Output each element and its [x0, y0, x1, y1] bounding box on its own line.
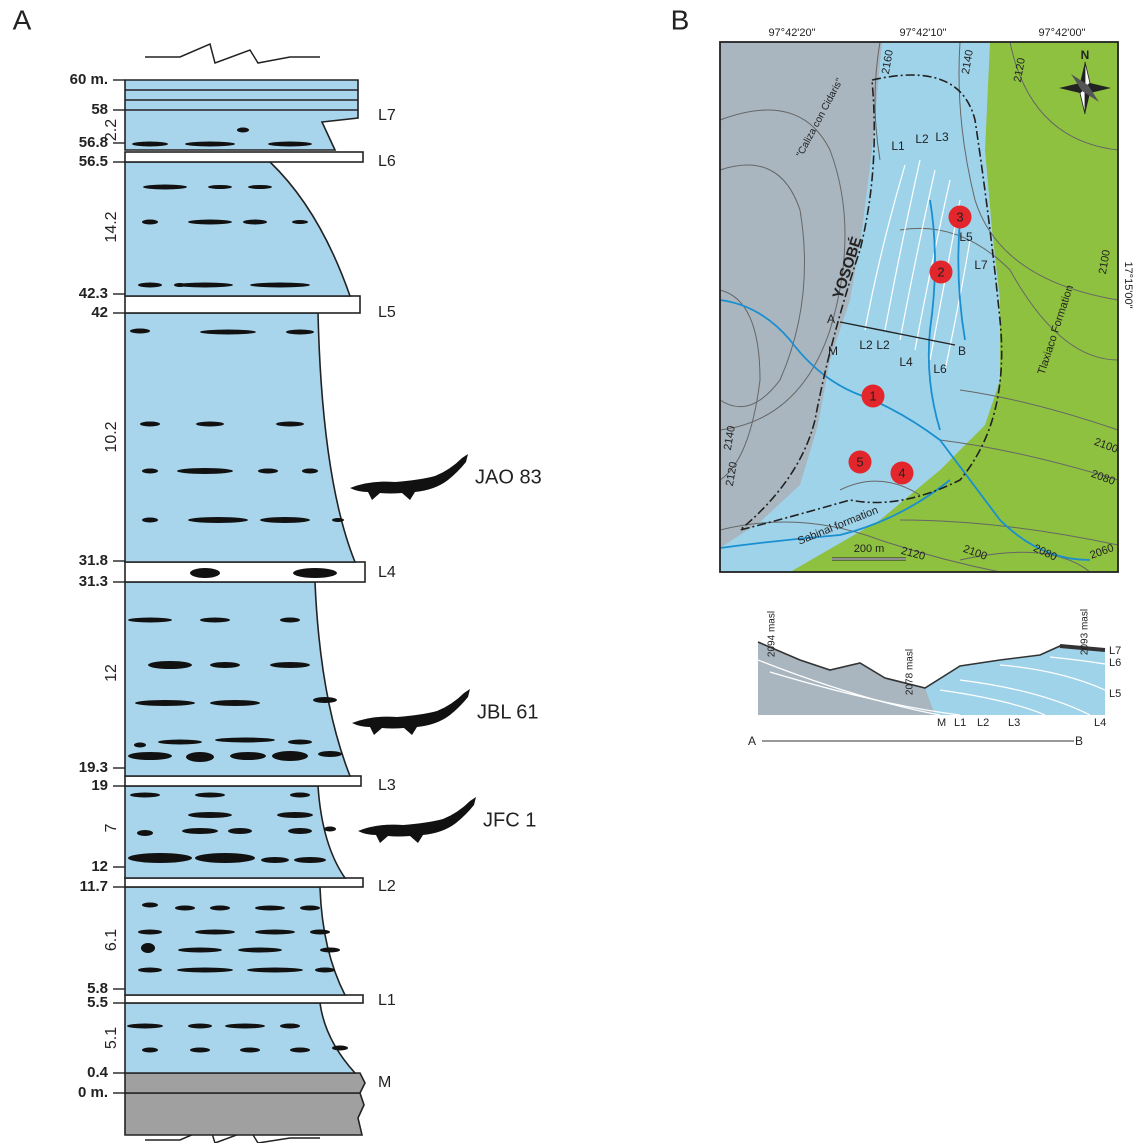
layer-label: L4	[378, 564, 396, 581]
section-layer: L7	[1109, 645, 1121, 657]
section-layer: L4	[1094, 717, 1106, 729]
map-label: L2	[859, 338, 873, 352]
thickness-label: 7	[103, 823, 120, 832]
reptile-silhouette	[352, 689, 470, 735]
unit	[125, 162, 350, 296]
section-layer: L2	[977, 717, 989, 729]
layer-label: L5	[378, 304, 396, 321]
depth-label: 19.3	[79, 759, 108, 776]
layer-label: L1	[378, 992, 396, 1009]
marker-bed	[125, 995, 363, 1003]
longitude: 97°42'10"	[899, 27, 946, 39]
site-label: 4	[898, 465, 905, 480]
depth-label: 60 m.	[70, 71, 108, 88]
map-label: B	[958, 344, 966, 358]
depth-label: 0 m.	[78, 1084, 108, 1101]
specimen-label: JFC 1	[483, 809, 536, 831]
figure: AB60 m.5856.856.542.34231.831.319.319121…	[0, 0, 1138, 1143]
depth-label: 12	[91, 858, 108, 875]
depth-label: 11.7	[80, 878, 108, 895]
map-label: L6	[933, 362, 947, 376]
section-layer: L1	[954, 717, 966, 729]
unit	[125, 887, 345, 995]
layer-label: L6	[378, 153, 396, 170]
page: {"panel_a": {"label": "A", "depths": ["6…	[0, 0, 1138, 1143]
section-height: 2093 masl	[1080, 609, 1091, 655]
layer-label: L2	[378, 878, 396, 895]
depth-label: 31.3	[79, 573, 108, 590]
thickness-label: 2.2	[103, 119, 120, 141]
marker-bed	[125, 296, 360, 313]
marker-bed	[125, 152, 363, 162]
section-end: A	[748, 734, 756, 748]
panel-label: B	[671, 4, 690, 35]
layer-label: L3	[378, 777, 396, 794]
panel-label: A	[13, 4, 32, 35]
specimen-label: JBL 61	[477, 701, 539, 723]
map-label: L2	[876, 338, 890, 352]
unit	[125, 313, 355, 562]
layer-m	[125, 1073, 365, 1093]
specimen-label: JAO 83	[475, 466, 542, 488]
map-label: L2	[915, 132, 929, 146]
depth-label: 56.5	[79, 153, 108, 170]
map-label: L5	[959, 230, 973, 244]
break-symbol	[145, 44, 320, 63]
map-label: M	[828, 344, 838, 358]
map-label: A	[827, 312, 835, 326]
thickness-label: 6.1	[103, 929, 120, 951]
map-label: L3	[935, 130, 949, 144]
site-label: 1	[869, 388, 876, 403]
depth-label: 5.5	[87, 994, 108, 1011]
thickness-label: 12	[103, 664, 120, 682]
thickness-label: 14.2	[103, 211, 120, 242]
marker-bed	[125, 878, 363, 887]
map-label: L1	[891, 139, 905, 153]
section-height: 2094 masl	[767, 611, 778, 657]
section-layer: L3	[1008, 717, 1020, 729]
section-layer: L5	[1109, 688, 1121, 700]
reptile-silhouette	[350, 454, 468, 500]
map-label: L4	[899, 355, 913, 369]
layer-label: L7	[378, 107, 396, 124]
depth-label: 19	[91, 777, 108, 794]
depth-label: 31.8	[79, 552, 108, 569]
depth-label: 0.4	[87, 1064, 109, 1081]
map-label: L7	[974, 258, 988, 272]
section-layer: M	[937, 717, 946, 729]
specimen-silhouettes	[350, 454, 476, 843]
reptile-silhouette	[358, 797, 476, 843]
thickness-label: 5.1	[103, 1027, 120, 1049]
section-height: 2078 masl	[905, 649, 916, 695]
latitude: 17°15'00"	[1122, 261, 1134, 308]
longitude: 97°42'00"	[1038, 27, 1085, 39]
site-label: 3	[956, 209, 963, 224]
site-label: 2	[937, 264, 944, 279]
strat-column	[125, 44, 365, 1143]
section-end: B	[1075, 734, 1083, 748]
thickness-label: 10.2	[103, 421, 120, 452]
unit	[125, 1003, 355, 1073]
scale-label: 200 m	[854, 543, 885, 555]
depth-label: 42	[91, 304, 108, 321]
base-rock	[125, 1093, 364, 1135]
north: N	[1081, 48, 1090, 62]
marker-bed	[125, 776, 361, 786]
depth-label: 58	[91, 101, 108, 118]
site-label: 5	[856, 454, 863, 469]
section-layer: L6	[1109, 657, 1121, 669]
layer-label: M	[378, 1074, 391, 1091]
cross-section	[758, 642, 1105, 741]
longitude: 97°42'20"	[768, 27, 815, 39]
depth-label: 42.3	[79, 285, 108, 302]
unit	[125, 582, 350, 776]
